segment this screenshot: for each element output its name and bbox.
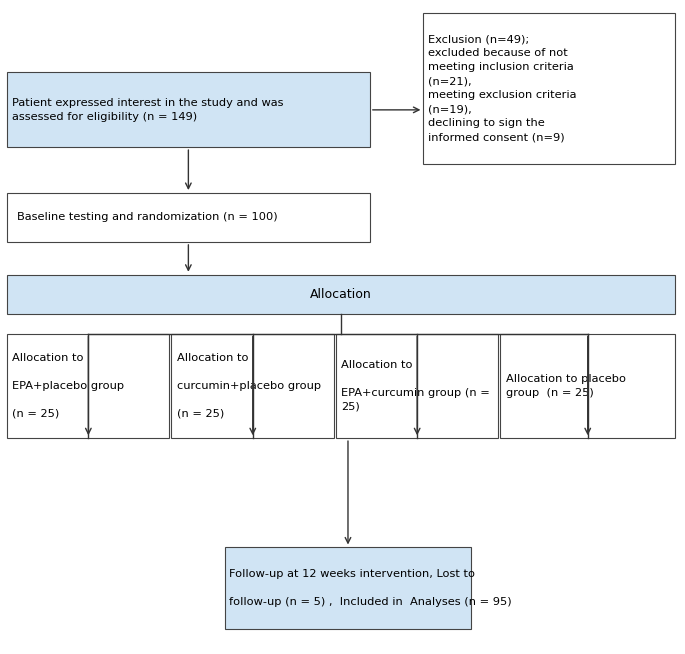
- Text: Follow-up at 12 weeks intervention, Lost to

follow-up (n = 5) ,  Included in  A: Follow-up at 12 weeks intervention, Lost…: [229, 569, 512, 608]
- Text: Allocation to

curcumin+placebo group

(n = 25): Allocation to curcumin+placebo group (n …: [177, 353, 321, 419]
- FancyBboxPatch shape: [7, 275, 675, 314]
- Text: Patient expressed interest in the study and was
assessed for eligibility (n = 14: Patient expressed interest in the study …: [12, 97, 284, 122]
- FancyBboxPatch shape: [171, 334, 334, 438]
- FancyBboxPatch shape: [225, 547, 471, 629]
- Text: Allocation to placebo
group  (n = 25): Allocation to placebo group (n = 25): [506, 374, 625, 398]
- FancyBboxPatch shape: [336, 334, 498, 438]
- Text: Allocation: Allocation: [310, 288, 372, 301]
- FancyBboxPatch shape: [7, 72, 370, 147]
- FancyBboxPatch shape: [7, 193, 370, 242]
- Text: Exclusion (n=49);
excluded because of not
meeting inclusion criteria
(n=21),
mee: Exclusion (n=49); excluded because of no…: [428, 34, 577, 143]
- Text: Allocation to

EPA+placebo group

(n = 25): Allocation to EPA+placebo group (n = 25): [12, 353, 125, 419]
- FancyBboxPatch shape: [7, 334, 169, 438]
- Text: Baseline testing and randomization (n = 100): Baseline testing and randomization (n = …: [17, 213, 277, 222]
- Text: Allocation to

EPA+curcumin group (n =
25): Allocation to EPA+curcumin group (n = 25…: [341, 360, 490, 412]
- FancyBboxPatch shape: [423, 13, 675, 164]
- FancyBboxPatch shape: [500, 334, 675, 438]
